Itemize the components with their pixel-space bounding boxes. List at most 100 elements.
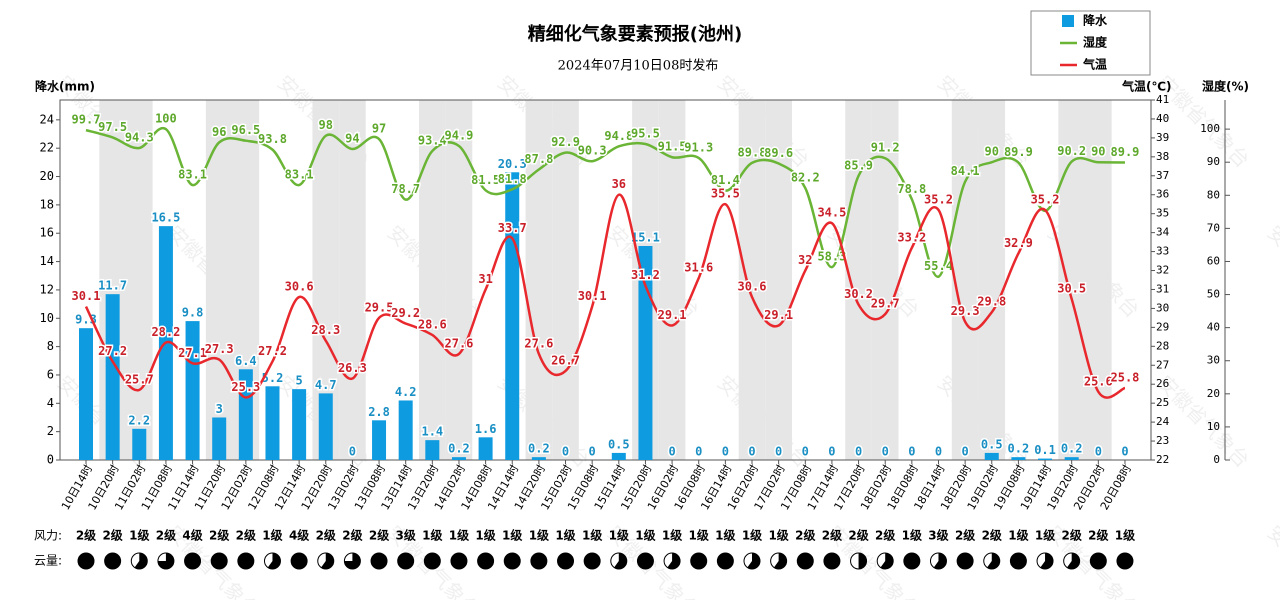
precip-label: 0.2 — [1061, 442, 1083, 456]
y-tick-label: 20 — [40, 169, 54, 183]
wind-value: 1级 — [768, 528, 788, 543]
precip-label: 16.5 — [151, 211, 180, 225]
wind-label: 风力: — [34, 529, 62, 543]
cloud-mark — [557, 553, 574, 569]
cloud-mark — [747, 553, 761, 569]
y3-axis-label: 湿度(%) — [1202, 79, 1249, 94]
line-label: 28.2 — [151, 325, 180, 339]
line-label: 29.7 — [871, 297, 900, 311]
line-label: 27.3 — [205, 342, 234, 356]
line-label: 25.6 — [1084, 374, 1113, 388]
line-label: 87.8 — [524, 152, 553, 166]
line-label: 98 — [319, 118, 333, 132]
precip-label: 0 — [882, 445, 889, 459]
precip-label: 0.2 — [448, 442, 470, 456]
y2-tick-label: 34 — [1156, 226, 1170, 239]
wind-value: 2级 — [1088, 528, 1108, 543]
y3-tick-label: 10 — [1207, 420, 1220, 433]
y3-tick-label: 80 — [1207, 188, 1220, 201]
precip-bar — [1011, 457, 1026, 460]
y2-tick-label: 37 — [1156, 169, 1169, 182]
precip-label: 2.8 — [368, 405, 390, 419]
precip-label: 0.1 — [1034, 443, 1056, 457]
cloud-mark — [637, 553, 654, 569]
line-label: 36 — [612, 177, 626, 191]
line-label: 29.8 — [977, 295, 1006, 309]
line-label: 29.3 — [951, 304, 980, 318]
line-label: 90 — [1091, 145, 1105, 159]
precip-label: 0 — [1095, 445, 1102, 459]
wind-value: 1级 — [529, 528, 549, 543]
wind-value: 2级 — [955, 528, 975, 543]
line-label: 32.9 — [1004, 236, 1033, 250]
line-label: 75.3 — [1031, 193, 1060, 207]
y2-tick-label: 38 — [1156, 150, 1169, 163]
wind-value: 1级 — [582, 528, 602, 543]
precip-bar — [318, 393, 333, 460]
precip-label: 1.6 — [475, 422, 497, 436]
cloud-mark — [371, 553, 388, 569]
cloud-mark — [690, 553, 707, 569]
precip-bar — [1064, 457, 1079, 460]
line-label: 27.2 — [258, 344, 287, 358]
wind-value: 1级 — [502, 528, 522, 543]
wind-value: 1级 — [635, 528, 655, 543]
y3-tick-label: 0 — [1213, 453, 1220, 466]
cloud-mark — [1116, 553, 1133, 569]
line-label: 30.2 — [844, 287, 873, 301]
precip-label: 0.5 — [981, 437, 1003, 451]
night-band — [339, 100, 366, 460]
y2-tick-label: 39 — [1156, 131, 1169, 144]
night-band — [871, 100, 899, 460]
cloud-mark — [267, 553, 281, 569]
precip-bar — [425, 440, 440, 460]
precip-label: 20.3 — [498, 157, 527, 171]
precip-label: 4.7 — [315, 378, 337, 392]
line-label: 31.2 — [631, 268, 660, 282]
cloud-mark — [78, 553, 94, 569]
precip-label: 5 — [296, 374, 303, 388]
precip-label: 3 — [216, 402, 223, 416]
cloud-mark — [1066, 553, 1080, 569]
wind-value: 1级 — [689, 528, 709, 543]
line-label: 93.8 — [258, 132, 287, 146]
precip-bar — [265, 386, 280, 460]
cloud-mark — [797, 553, 814, 569]
y-tick-label: 24 — [40, 112, 54, 126]
cloud-mark — [157, 553, 174, 569]
line-label: 91.5 — [658, 140, 687, 154]
wind-value: 2级 — [102, 528, 122, 543]
y3-tick-label: 40 — [1207, 321, 1220, 334]
cloud-mark — [880, 553, 894, 569]
wind-value: 1级 — [1008, 528, 1028, 543]
precip-bar — [505, 172, 520, 461]
wind-value: 2级 — [236, 528, 256, 543]
line-label: 91.2 — [871, 141, 900, 155]
precip-label: 0.2 — [1008, 442, 1030, 456]
chart-subtitle: 2024年07月10日08时发布 — [558, 58, 719, 74]
line-label: 33.2 — [897, 230, 926, 244]
line-label: 29.5 — [365, 300, 394, 314]
precip-bar — [238, 369, 253, 460]
line-label: 85.9 — [844, 158, 873, 172]
line-label: 29.2 — [391, 306, 420, 320]
cloud-mark — [344, 553, 361, 569]
precip-bar — [292, 389, 307, 460]
night-band — [658, 100, 686, 460]
cloud-mark — [211, 553, 228, 569]
wind-value: 2级 — [875, 528, 895, 543]
line-label: 30.6 — [738, 280, 767, 294]
cloud-mark — [530, 553, 547, 569]
line-label: 94 — [345, 131, 359, 145]
line-label: 92.9 — [551, 135, 580, 149]
cloud-mark — [477, 553, 494, 569]
line-label: 94.8 — [604, 129, 633, 143]
precip-label: 0.2 — [528, 442, 550, 456]
line-label: 96.5 — [231, 123, 260, 137]
precip-bar — [531, 457, 546, 460]
y2-tick-label: 22 — [1156, 453, 1169, 466]
cloud-mark — [291, 553, 308, 569]
wind-value: 1级 — [475, 528, 495, 543]
line-label: 29.1 — [658, 308, 687, 322]
precip-label: 11.7 — [98, 279, 127, 293]
